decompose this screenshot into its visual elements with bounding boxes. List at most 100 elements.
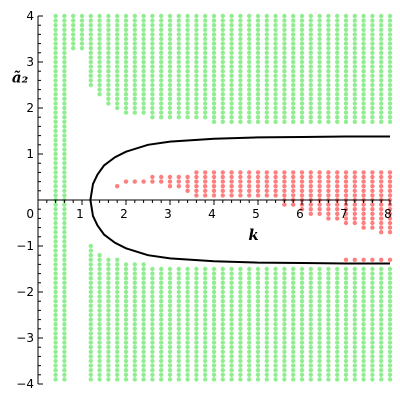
green-point: [247, 289, 252, 295]
green-point: [88, 363, 94, 368]
green-point: [326, 285, 331, 290]
green-point: [185, 377, 190, 382]
green-point: [370, 36, 375, 42]
green-point: [229, 50, 234, 55]
green-point: [343, 340, 349, 345]
green-point: [141, 312, 146, 318]
green-point: [176, 82, 181, 88]
green-point: [247, 13, 252, 19]
red-point: [326, 174, 331, 180]
green-point: [370, 372, 375, 377]
green-point: [335, 354, 340, 359]
red-point: [308, 211, 313, 216]
green-point: [343, 78, 349, 83]
green-point: [123, 87, 129, 92]
red-point: [379, 211, 384, 216]
red-point: [308, 174, 313, 180]
green-point: [167, 115, 173, 120]
green-point: [185, 303, 190, 308]
green-point: [255, 87, 261, 92]
green-point: [53, 372, 58, 377]
red-point: [211, 170, 217, 175]
green-point: [185, 372, 190, 377]
green-point: [159, 368, 164, 373]
green-point: [273, 345, 278, 350]
green-point: [88, 248, 94, 253]
green-point: [264, 87, 269, 92]
green-point: [291, 59, 296, 65]
green-point: [247, 110, 252, 115]
green-point: [370, 331, 375, 336]
green-point: [106, 377, 111, 382]
green-point: [150, 82, 155, 88]
green-point: [361, 101, 366, 106]
green-point: [141, 41, 146, 46]
green-point: [211, 115, 217, 120]
red-point: [299, 174, 305, 180]
green-point: [326, 110, 331, 115]
green-point: [185, 308, 190, 313]
green-point: [361, 312, 366, 318]
green-point: [97, 73, 102, 79]
red-point: [220, 193, 225, 198]
green-point: [282, 82, 287, 88]
green-point: [255, 92, 261, 97]
red-point: [379, 174, 384, 180]
green-point: [352, 294, 357, 299]
green-point: [97, 308, 102, 313]
green-point: [62, 299, 67, 304]
green-point: [97, 349, 102, 354]
green-point: [343, 349, 349, 354]
green-point: [352, 96, 357, 102]
green-point: [264, 69, 269, 74]
y-tick-label: −4: [16, 377, 34, 391]
green-point: [115, 36, 120, 42]
green-point: [88, 289, 94, 295]
green-point: [352, 299, 357, 304]
green-point: [203, 308, 208, 313]
green-point: [238, 18, 243, 23]
green-point: [361, 27, 366, 32]
red-point: [291, 174, 296, 180]
green-point: [255, 308, 261, 313]
green-point: [264, 110, 269, 115]
green-point: [176, 115, 181, 120]
red-point: [370, 216, 375, 221]
green-point: [335, 271, 340, 276]
green-point: [141, 308, 146, 313]
green-point: [132, 50, 137, 55]
green-point: [308, 280, 313, 285]
green-point: [379, 13, 384, 19]
red-point: [387, 220, 393, 226]
green-point: [370, 41, 375, 46]
green-point: [123, 55, 129, 60]
green-point: [335, 46, 340, 51]
green-point: [97, 340, 102, 345]
green-point: [335, 82, 340, 88]
green-point: [291, 317, 296, 322]
green-point: [229, 64, 234, 69]
green-point: [370, 23, 375, 28]
green-point: [317, 349, 322, 354]
green-point: [308, 36, 313, 42]
green-point: [335, 36, 340, 42]
red-point: [299, 193, 305, 198]
green-point: [88, 308, 94, 313]
green-point: [115, 303, 120, 308]
green-point: [264, 23, 269, 28]
green-point: [273, 110, 278, 115]
red-point: [370, 202, 375, 207]
green-point: [335, 110, 340, 115]
green-point: [150, 289, 155, 295]
green-point: [132, 23, 137, 28]
green-point: [379, 331, 384, 336]
red-point: [282, 174, 287, 180]
green-point: [326, 23, 331, 28]
green-point: [220, 294, 225, 299]
red-point: [352, 257, 357, 262]
green-point: [273, 73, 278, 79]
green-point: [123, 59, 129, 65]
green-point: [53, 101, 58, 106]
red-point: [317, 184, 322, 189]
green-point: [88, 345, 94, 350]
